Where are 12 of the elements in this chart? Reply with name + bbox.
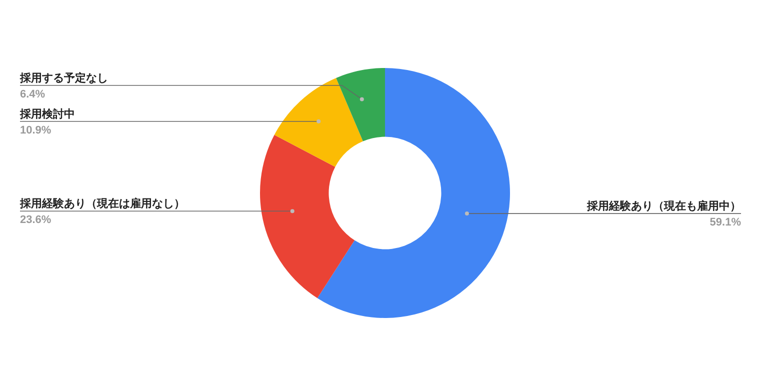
data-label: 59.1% bbox=[710, 216, 742, 229]
data-label: 10.9% bbox=[20, 124, 52, 136]
data-label: 6.4% bbox=[20, 88, 46, 100]
donut-slice bbox=[317, 68, 510, 318]
donut-slice bbox=[274, 78, 363, 167]
slice-label: 採用経験あり（現在は雇用なし） bbox=[19, 197, 185, 210]
donut-slice bbox=[336, 68, 385, 142]
slice-label: 採用する予定なし bbox=[19, 71, 108, 84]
donut-slice bbox=[260, 134, 355, 298]
slice-label: 採用経験あり（現在も雇用中） bbox=[586, 200, 741, 213]
data-label: 23.6% bbox=[20, 214, 52, 226]
slice-label: 採用検討中 bbox=[19, 107, 75, 120]
